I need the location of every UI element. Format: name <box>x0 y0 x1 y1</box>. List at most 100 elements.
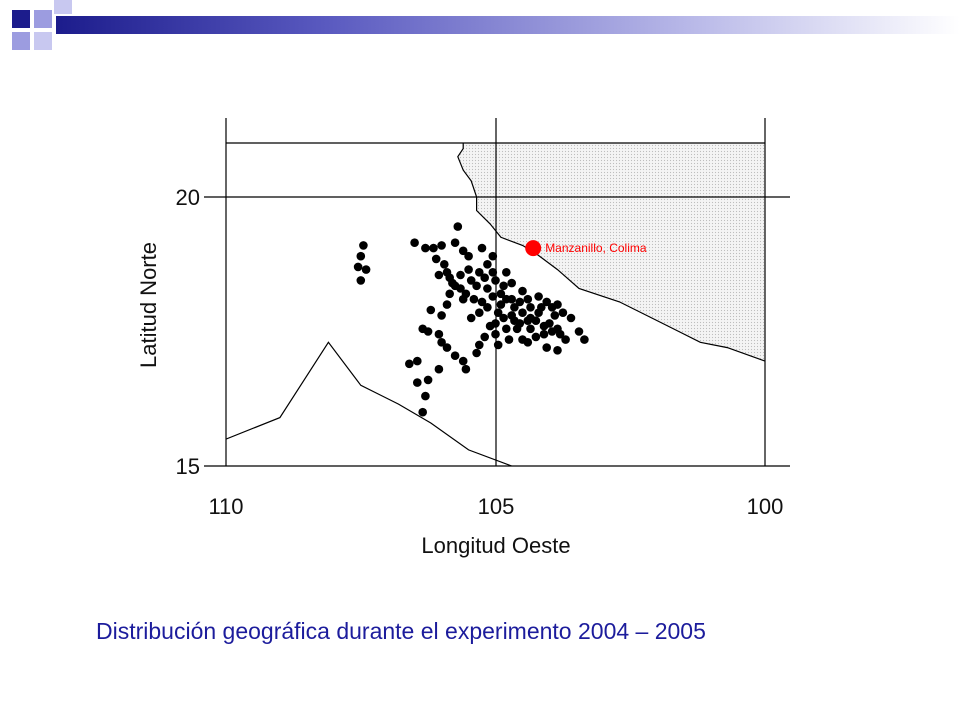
data-point-46 <box>475 340 484 350</box>
data-point-94 <box>534 292 543 301</box>
data-point-103 <box>483 303 492 312</box>
data-point-96 <box>547 303 557 312</box>
data-point-12 <box>356 276 366 285</box>
data-point-112 <box>545 319 554 328</box>
x-tick-105: 105 <box>478 494 515 519</box>
data-point-35 <box>555 329 565 339</box>
data-point-66 <box>437 338 446 347</box>
data-point-55 <box>574 327 584 336</box>
data-point-41 <box>493 308 503 318</box>
data-point-88 <box>491 276 500 285</box>
data-point-111 <box>534 308 543 318</box>
data-point-48 <box>493 340 503 350</box>
data-point-5 <box>477 243 487 253</box>
deco-square-2 <box>34 10 52 28</box>
data-point-11 <box>361 265 371 274</box>
data-point-28 <box>510 303 519 312</box>
data-point-17 <box>431 254 441 264</box>
highlight-point <box>525 240 542 257</box>
data-point-24 <box>488 292 498 301</box>
data-point-4 <box>458 246 468 256</box>
y-axis-title: Latitud Norte <box>136 242 161 368</box>
slide-caption: Distribución geográfica durante el exper… <box>96 618 706 644</box>
data-point-8 <box>359 241 368 250</box>
data-point-19 <box>434 270 444 280</box>
data-point-113 <box>539 329 549 339</box>
data-point-16 <box>502 268 511 277</box>
data-point-23 <box>483 284 492 293</box>
deco-square-1 <box>12 10 30 28</box>
y-tick-15: 15 <box>176 454 200 479</box>
data-point-2 <box>429 243 438 253</box>
data-point-101 <box>502 324 511 334</box>
data-points <box>353 222 589 417</box>
x-tick-100: 100 <box>747 494 784 519</box>
data-point-51 <box>531 332 541 342</box>
data-point-10 <box>353 262 363 272</box>
data-point-40 <box>499 313 508 323</box>
data-point-20 <box>456 270 465 280</box>
data-point-75 <box>413 356 422 366</box>
data-point-9 <box>356 251 366 261</box>
data-point-86 <box>464 265 473 274</box>
data-point-104 <box>458 294 468 304</box>
data-point-77 <box>418 407 428 417</box>
data-point-107 <box>488 251 498 261</box>
data-point-43 <box>504 335 514 344</box>
data-point-22 <box>472 281 481 291</box>
data-point-18 <box>440 260 449 269</box>
data-point-56 <box>580 335 589 344</box>
data-point-87 <box>475 268 484 277</box>
data-point-100 <box>526 324 535 334</box>
data-point-62 <box>426 305 436 315</box>
data-point-0 <box>453 222 463 231</box>
data-point-61 <box>437 311 446 320</box>
data-point-78 <box>466 313 476 323</box>
data-point-38 <box>515 297 525 307</box>
data-point-31 <box>531 316 541 326</box>
data-point-27 <box>507 294 516 304</box>
data-point-91 <box>518 286 527 296</box>
x-tick-110: 110 <box>208 494 243 519</box>
data-point-14 <box>483 260 492 269</box>
data-point-37 <box>550 311 560 320</box>
data-point-89 <box>499 281 508 291</box>
data-point-74 <box>405 359 414 369</box>
highlight-label: Manzanillo, Colima <box>545 241 647 255</box>
deco-square-5 <box>54 0 72 14</box>
data-point-67 <box>442 343 452 352</box>
coastline <box>457 143 765 362</box>
data-point-7 <box>410 238 419 247</box>
data-point-114 <box>491 319 500 328</box>
data-point-65 <box>434 329 444 339</box>
data-point-53 <box>553 346 562 355</box>
data-point-3 <box>450 238 460 247</box>
data-point-25 <box>496 289 506 299</box>
data-point-68 <box>450 351 460 361</box>
deco-gradient-bar <box>56 16 960 34</box>
inland-line <box>226 341 512 466</box>
data-point-80 <box>477 297 487 307</box>
data-point-92 <box>523 294 533 304</box>
data-point-105 <box>450 281 460 291</box>
data-point-90 <box>507 278 516 288</box>
data-point-72 <box>423 375 433 385</box>
data-point-29 <box>518 308 527 318</box>
data-point-69 <box>458 356 468 366</box>
land-area <box>457 143 765 362</box>
data-point-106 <box>445 273 455 283</box>
data-point-21 <box>466 276 476 285</box>
data-point-110 <box>523 316 533 326</box>
data-point-70 <box>461 364 471 374</box>
data-point-6 <box>437 241 446 250</box>
data-point-71 <box>434 364 444 374</box>
deco-square-3 <box>12 32 30 50</box>
data-point-109 <box>510 316 519 326</box>
data-point-54 <box>561 335 570 344</box>
data-point-95 <box>542 297 551 307</box>
data-point-81 <box>469 294 479 304</box>
data-point-1 <box>421 243 430 253</box>
data-point-42 <box>491 329 500 339</box>
data-point-93 <box>526 303 535 312</box>
